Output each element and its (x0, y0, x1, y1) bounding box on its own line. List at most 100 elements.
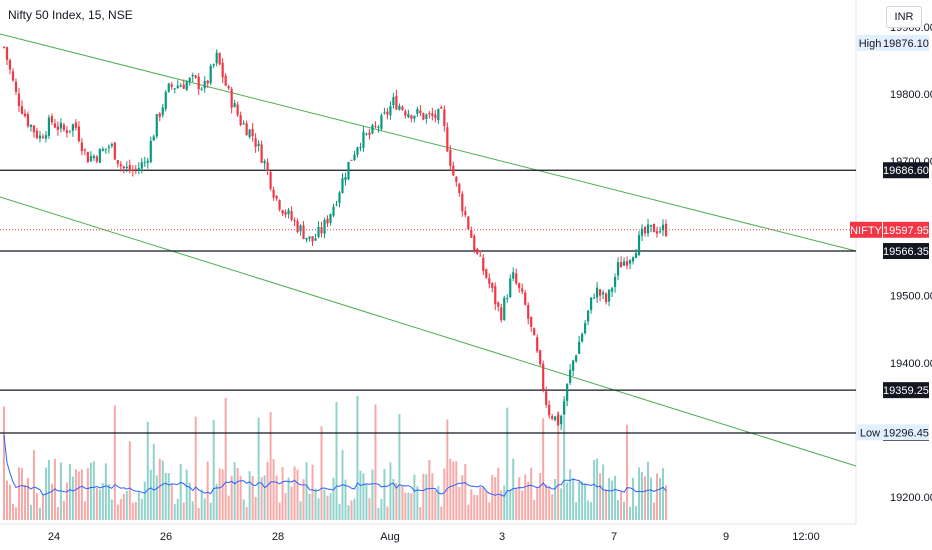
candle-body (77, 126, 80, 142)
candle (551, 413, 554, 421)
level-price-tag-value: 19686.60 (883, 165, 929, 177)
candle-body (11, 71, 15, 81)
volume-bar (362, 473, 365, 520)
currency-button[interactable]: INR (886, 6, 922, 28)
candle (68, 130, 72, 134)
candle-body (89, 156, 92, 162)
candle (230, 86, 233, 114)
candle-body (176, 85, 179, 89)
candle-body (242, 123, 245, 125)
candle-body (664, 223, 668, 236)
candle-body (404, 111, 407, 116)
volume-bar (554, 478, 557, 520)
volume-bar (605, 489, 608, 520)
candle-body (80, 142, 83, 152)
candle (607, 288, 611, 307)
candle-body (269, 171, 272, 189)
candle-body (356, 147, 359, 155)
candle-body (500, 307, 503, 321)
volume-bar (26, 478, 29, 520)
volume-bar (614, 475, 617, 520)
candle (38, 130, 42, 143)
horizontal-level-lines[interactable] (0, 169, 856, 434)
volume-bar (506, 407, 509, 520)
candle (89, 151, 92, 162)
candle-body (170, 84, 173, 87)
volume-bar (134, 502, 137, 520)
candle (383, 107, 386, 115)
volume-bar (638, 467, 641, 520)
candle-body (155, 114, 158, 137)
candle-body (323, 219, 326, 234)
candle (263, 159, 266, 170)
volume-bar (491, 474, 494, 520)
candle-body (524, 292, 527, 305)
volume-bar (602, 464, 605, 520)
candle (467, 215, 470, 231)
candle-body (350, 159, 353, 161)
candle-body (575, 355, 578, 362)
chart-title: Nifty 50 Index, 15, NSE (8, 8, 133, 22)
candle-body (329, 214, 332, 223)
volume-bar (8, 484, 11, 520)
volume-bar (221, 469, 224, 520)
volume-bar (188, 483, 191, 520)
candle-body (539, 350, 542, 365)
time-axis[interactable]: 24 26 28 Aug 3 7 9 12:00 (48, 531, 820, 543)
candle (536, 334, 539, 354)
candle (407, 109, 410, 119)
candle (317, 221, 320, 239)
candle-body (149, 140, 152, 163)
volume-bar (128, 441, 131, 520)
candle-body (521, 288, 524, 292)
price-axis[interactable]: 19900.0019800.0019700.0019500.0019400.00… (890, 22, 932, 504)
volume-bar (209, 502, 212, 520)
candle-body (92, 155, 95, 158)
volume-bar (158, 458, 161, 520)
candle (332, 203, 335, 218)
candle-body (134, 169, 137, 171)
volume-bar (326, 495, 329, 520)
volume-bar (92, 461, 95, 520)
candle-body (422, 113, 425, 120)
candle (29, 124, 33, 132)
candle-body (368, 132, 371, 135)
volume-bar (635, 506, 638, 520)
candle (527, 302, 530, 325)
volume-bar (356, 395, 359, 520)
candle (308, 236, 311, 242)
volume-bar (641, 471, 644, 520)
volume-bar (170, 484, 173, 520)
candle-body (464, 211, 467, 216)
candle-body (212, 64, 215, 66)
candle (56, 121, 60, 136)
volume-bar (266, 461, 269, 520)
volume-ma-polyline (3, 434, 667, 497)
candle (296, 218, 299, 234)
candle-body (652, 224, 656, 233)
volume-bar (482, 487, 485, 520)
candle-body (533, 328, 536, 336)
candle-body (173, 88, 176, 90)
volume-bar (407, 492, 410, 520)
trend-channel-lines[interactable] (0, 33, 857, 467)
candle-body (302, 225, 305, 239)
candle-body (272, 189, 275, 198)
volume-bar (395, 483, 398, 520)
candle (649, 224, 653, 233)
candle (134, 165, 137, 175)
candle (515, 268, 518, 286)
candle (479, 250, 482, 257)
candlestick-series[interactable] (2, 46, 668, 431)
candle (509, 274, 512, 298)
candle-body (191, 75, 194, 77)
candle-body (545, 391, 548, 405)
candle-body (122, 166, 125, 168)
level-price-tag-bg (883, 243, 929, 260)
candle (365, 132, 368, 136)
volume-bar (242, 499, 245, 520)
volume-bar (443, 468, 446, 520)
candle-body (287, 210, 290, 215)
volume-bar (206, 461, 209, 520)
